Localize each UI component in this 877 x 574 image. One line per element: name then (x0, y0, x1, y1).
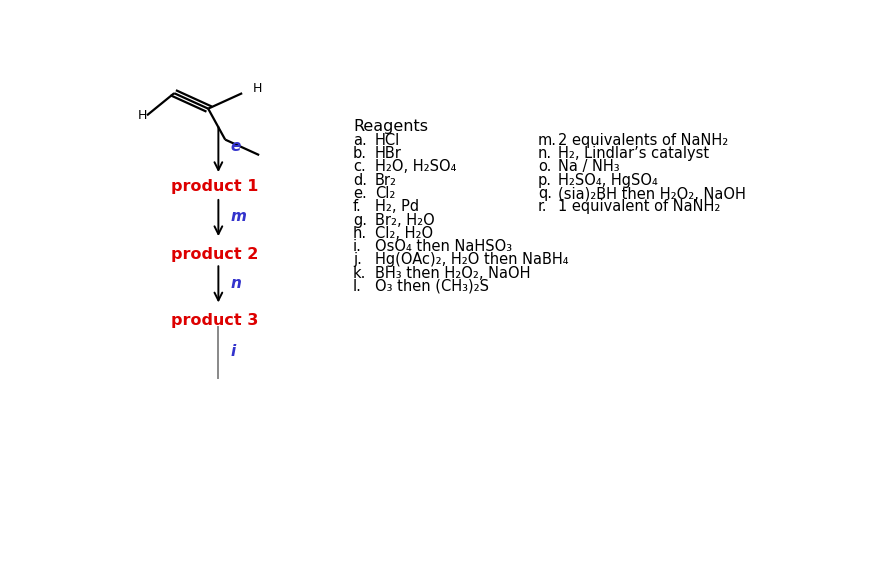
Text: g.: g. (353, 212, 367, 227)
Text: l.: l. (353, 279, 362, 294)
Text: e: e (231, 139, 241, 154)
Text: H₂SO₄, HgSO₄: H₂SO₄, HgSO₄ (559, 173, 658, 188)
Text: f.: f. (353, 199, 361, 214)
Text: n: n (231, 276, 241, 291)
Text: product 3: product 3 (171, 313, 259, 328)
Text: a.: a. (353, 133, 367, 148)
Text: b.: b. (353, 146, 367, 161)
Text: m: m (231, 210, 246, 224)
Text: m.: m. (538, 133, 557, 148)
Text: H: H (138, 109, 147, 122)
Text: q.: q. (538, 186, 552, 201)
Text: Cl₂, H₂O: Cl₂, H₂O (374, 226, 433, 241)
Text: H₂O, H₂SO₄: H₂O, H₂SO₄ (374, 160, 456, 174)
Text: H₂, Lindlar’s catalyst: H₂, Lindlar’s catalyst (559, 146, 709, 161)
Text: 1 equivalent of NaNH₂: 1 equivalent of NaNH₂ (559, 199, 721, 214)
Text: Na / NH₃: Na / NH₃ (559, 160, 620, 174)
Text: k.: k. (353, 266, 367, 281)
Text: Cl₂: Cl₂ (374, 186, 395, 201)
Text: e.: e. (353, 186, 367, 201)
Text: h.: h. (353, 226, 367, 241)
Text: product 1: product 1 (171, 179, 259, 193)
Text: OsO₄ then NaHSO₃: OsO₄ then NaHSO₃ (374, 239, 512, 254)
Text: H: H (253, 82, 261, 95)
Text: Reagents: Reagents (353, 119, 428, 134)
Text: H₂, Pd: H₂, Pd (374, 199, 419, 214)
Text: d.: d. (353, 173, 367, 188)
Text: HBr: HBr (374, 146, 402, 161)
Text: j.: j. (353, 253, 362, 267)
Text: i: i (231, 344, 236, 359)
Text: o.: o. (538, 160, 552, 174)
Text: r.: r. (538, 199, 547, 214)
Text: Br₂, H₂O: Br₂, H₂O (374, 212, 434, 227)
Text: i.: i. (353, 239, 362, 254)
Text: p.: p. (538, 173, 552, 188)
Text: n.: n. (538, 146, 552, 161)
Text: product 2: product 2 (171, 247, 259, 262)
Text: HCl: HCl (374, 133, 400, 148)
Text: O₃ then (CH₃)₂S: O₃ then (CH₃)₂S (374, 279, 488, 294)
Text: BH₃ then H₂O₂, NaOH: BH₃ then H₂O₂, NaOH (374, 266, 531, 281)
Text: Br₂: Br₂ (374, 173, 396, 188)
Text: (sia)₂BH then H₂O₂, NaOH: (sia)₂BH then H₂O₂, NaOH (559, 186, 746, 201)
Text: 2 equivalents of NaNH₂: 2 equivalents of NaNH₂ (559, 133, 729, 148)
Text: c.: c. (353, 160, 366, 174)
Text: Hg(OAc)₂, H₂O then NaBH₄: Hg(OAc)₂, H₂O then NaBH₄ (374, 253, 568, 267)
